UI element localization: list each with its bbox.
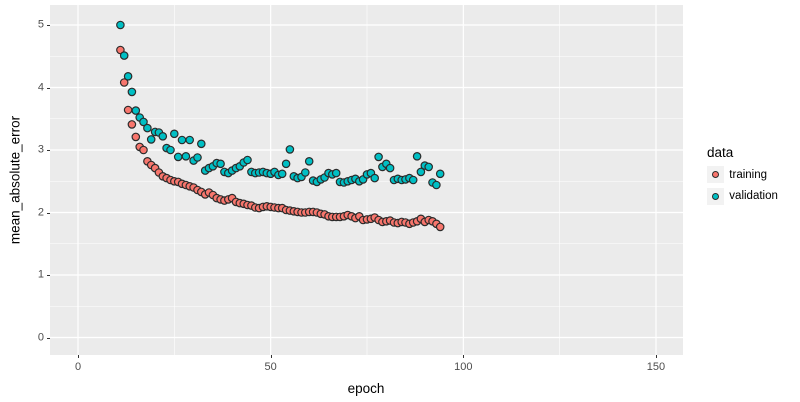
data-point-validation — [412, 152, 422, 161]
data-point-validation — [119, 51, 129, 60]
x-tick-mark — [78, 355, 79, 358]
legend-title: data — [707, 145, 734, 160]
x-tick-label: 100 — [454, 361, 473, 373]
data-point-validation — [301, 168, 310, 177]
x-axis-title: epoch — [347, 381, 385, 396]
legend-key-validation — [707, 187, 725, 205]
data-point-validation — [158, 132, 168, 141]
y-tick-label: 1 — [37, 268, 44, 281]
data-point-validation — [123, 72, 133, 81]
legend-label-training: training — [729, 168, 768, 181]
x-tick-label: 50 — [264, 361, 277, 373]
data-point-validation — [143, 123, 152, 133]
data-point-validation — [424, 162, 434, 172]
y-tick-label: 5 — [37, 18, 44, 31]
y-tick-mark — [47, 150, 50, 151]
data-point-training — [119, 78, 129, 87]
data-point-validation — [170, 129, 179, 139]
data-point-validation — [416, 167, 426, 177]
data-point-validation — [432, 180, 441, 190]
data-point-validation — [408, 175, 418, 185]
data-point-validation — [285, 145, 295, 154]
data-point-validation — [385, 163, 395, 173]
legend-item-training: training — [707, 166, 797, 184]
legend: data training validation — [707, 145, 797, 209]
legend-label-validation: validation — [729, 190, 778, 203]
x-tick-mark — [270, 355, 272, 358]
y-tick-label: 0 — [37, 331, 44, 343]
x-tick-mark — [463, 355, 465, 358]
data-point-validation — [435, 169, 445, 179]
data-point-validation — [139, 117, 148, 127]
y-tick-mark — [47, 87, 50, 89]
validation-point-icon — [712, 192, 720, 200]
training-point-icon — [712, 171, 720, 179]
gridlines-major — [50, 5, 683, 355]
data-point-training — [131, 132, 141, 142]
y-tick-mark — [47, 25, 50, 26]
y-tick-label: 4 — [37, 81, 44, 93]
x-tick-label: 0 — [74, 361, 82, 373]
plot-panel — [50, 5, 683, 355]
data-point-validation — [177, 135, 187, 145]
x-tick-label: 150 — [646, 361, 666, 373]
data-point-training — [127, 120, 137, 129]
y-tick-mark — [47, 275, 50, 276]
legend-item-validation: validation — [707, 187, 797, 206]
data-point-validation — [146, 135, 156, 144]
y-tick-mark — [47, 337, 50, 339]
y-tick-label: 2 — [37, 206, 44, 218]
data-point-validation — [331, 168, 341, 178]
data-point-validation — [197, 139, 206, 149]
series-training — [116, 45, 445, 232]
data-point-validation — [243, 155, 252, 165]
data-point-validation — [173, 152, 183, 162]
data-point-validation — [127, 87, 137, 97]
data-point-validation — [281, 159, 291, 169]
data-point-validation — [374, 152, 383, 162]
data-point-validation — [304, 157, 314, 166]
data-point-validation — [166, 145, 175, 155]
y-tick-label: 3 — [37, 143, 44, 156]
legend-key-training — [707, 166, 725, 184]
data-point-validation — [131, 106, 141, 115]
y-tick-mark — [47, 212, 50, 214]
data-point-training — [139, 145, 148, 155]
plot-points-layer — [50, 5, 683, 355]
data-point-training — [123, 105, 133, 115]
series-validation — [116, 20, 445, 190]
data-point-validation — [185, 135, 195, 145]
y-axis-title: mean_absolute_error — [7, 115, 23, 245]
data-point-validation — [116, 20, 125, 30]
data-point-validation — [216, 159, 225, 169]
data-point-validation — [277, 169, 287, 179]
data-point-training — [435, 222, 445, 232]
data-point-validation — [193, 153, 202, 162]
data-point-validation — [181, 152, 191, 161]
x-tick-mark — [655, 355, 657, 358]
data-point-validation — [370, 173, 380, 183]
